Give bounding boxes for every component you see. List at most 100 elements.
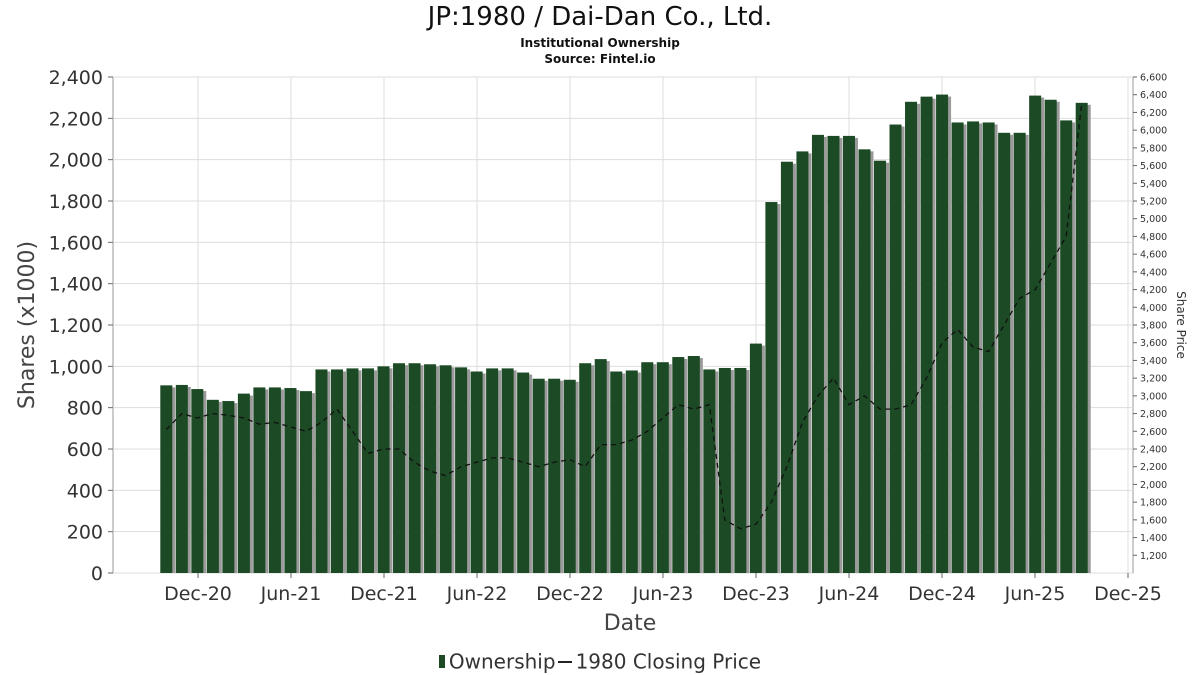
- ownership-bar: [284, 388, 297, 573]
- ownership-bar: [718, 367, 731, 573]
- ownership-bar: [579, 363, 592, 573]
- legend-price-label: 1980 Closing Price: [575, 649, 762, 674]
- ownership-bar: [346, 368, 359, 573]
- ownership-bar: [734, 367, 747, 573]
- chart-source: Source: Fintel.io: [544, 52, 656, 66]
- x-tick-label: Dec-23: [722, 583, 790, 605]
- y2-tick-label: 2,000: [1140, 480, 1167, 491]
- y2-tick-label: 1,800: [1140, 498, 1167, 509]
- y2-tick-label: 5,600: [1140, 161, 1167, 172]
- x-tick-label: Dec-20: [164, 583, 232, 605]
- ownership-bar: [563, 379, 576, 573]
- ownership-bar: [780, 161, 793, 573]
- y2-tick-label: 4,400: [1140, 267, 1167, 278]
- y2-tick-label: 1,600: [1140, 515, 1167, 526]
- y2-tick-label: 6,400: [1140, 90, 1167, 101]
- ownership-bar: [1044, 99, 1057, 573]
- ownership-bar: [424, 364, 437, 573]
- ownership-bar: [299, 391, 312, 573]
- ownership-bar: [811, 134, 824, 573]
- chart-subtitle: Institutional Ownership: [520, 36, 680, 50]
- x-tick-label: Dec-22: [536, 583, 604, 605]
- ownership-bar: [439, 365, 452, 573]
- y2-tick-label: 1,200: [1140, 551, 1167, 562]
- legend-ownership-swatch: [438, 655, 445, 668]
- x-tick-label: Jun-24: [818, 583, 880, 605]
- y2-tick-label: 3,200: [1140, 374, 1167, 385]
- ownership-bar: [455, 367, 468, 573]
- ownership-bar: [703, 369, 716, 573]
- ownership-bar: [936, 94, 949, 574]
- ownership-bar: [315, 369, 328, 573]
- x-axis-title: Date: [604, 611, 657, 636]
- ownership-bar: [1029, 95, 1042, 573]
- ownership-bar: [532, 378, 545, 573]
- ownership-bar: [874, 160, 887, 573]
- ownership-bar: [361, 368, 374, 573]
- y2-tick-label: 6,000: [1140, 126, 1167, 137]
- y-axis-title: Shares (x1000): [15, 241, 40, 409]
- ownership-bar: [501, 368, 514, 573]
- y2-tick-label: 5,200: [1140, 197, 1167, 208]
- ownership-bar: [408, 363, 421, 573]
- ownership-bar: [377, 366, 390, 573]
- y2-tick-label: 2,600: [1140, 427, 1167, 438]
- ownership-bar: [765, 202, 778, 574]
- y2-tick-label: 6,200: [1140, 108, 1167, 119]
- y-tick-label: 1,600: [49, 232, 103, 254]
- y2-tick-label: 3,400: [1140, 356, 1167, 367]
- y-tick-label: 2,400: [49, 67, 103, 89]
- ownership-bar: [206, 399, 219, 573]
- ownership-bar: [160, 385, 173, 573]
- ownership-bar: [889, 124, 902, 574]
- ownership-bar: [625, 370, 638, 573]
- ownership-bar: [687, 356, 700, 573]
- x-tick-label: Dec-24: [908, 583, 976, 605]
- ownership-bar: [672, 357, 685, 573]
- ownership-bar: [222, 401, 235, 573]
- y-tick-label: 0: [91, 563, 103, 585]
- y-tick-label: 600: [67, 439, 103, 461]
- ownership-bar: [1060, 120, 1073, 574]
- ownership-bar: [548, 378, 561, 573]
- y2-tick-label: 6,600: [1140, 73, 1167, 84]
- ownership-bar: [920, 96, 933, 573]
- ownership-bar: [842, 135, 855, 573]
- ownership-bar: [393, 363, 406, 573]
- x-tick-label: Jun-22: [446, 583, 508, 605]
- ownership-chart: 0 200 400 600 800 1,000 1,200 1,400 1,600 1,800 2,…: [15, 67, 1188, 636]
- ownership-bar: [610, 371, 623, 573]
- ownership-bar: [905, 101, 918, 574]
- ownership-bar: [237, 393, 250, 573]
- y-tick-label: 1,000: [49, 356, 103, 378]
- x-tick-label: Dec-25: [1094, 583, 1162, 605]
- y-tick-label: 1,200: [49, 315, 103, 337]
- y2-tick-label: 3,800: [1140, 321, 1167, 332]
- ownership-bar: [951, 122, 964, 573]
- y2-tick-label: 5,400: [1140, 179, 1167, 190]
- ownership-bar: [982, 122, 995, 573]
- x-tick-label: Jun-25: [1004, 583, 1066, 605]
- y2-tick-label: 5,800: [1140, 143, 1167, 154]
- ownership-bar: [253, 387, 266, 573]
- y-tick-label: 400: [67, 480, 103, 502]
- ownership-bar: [858, 149, 871, 574]
- ownership-bar: [656, 362, 669, 573]
- y2-tick-label: 4,200: [1140, 285, 1167, 296]
- ownership-bar: [175, 384, 188, 573]
- x-tick-label: Jun-21: [260, 583, 322, 605]
- y2-tick-label: 1,400: [1140, 533, 1167, 544]
- y-tick-label: 1,400: [49, 274, 103, 296]
- y2-tick-label: 2,800: [1140, 409, 1167, 420]
- ownership-bar: [470, 371, 483, 573]
- ownership-bar: [517, 372, 530, 573]
- y2-tick-label: 4,600: [1140, 250, 1167, 261]
- y2-tick-label: 3,000: [1140, 391, 1167, 402]
- ownership-bar: [330, 369, 343, 573]
- y-tick-label: 2,200: [49, 108, 103, 130]
- ownership-bar: [827, 135, 840, 573]
- y-tick-label: 800: [67, 398, 103, 420]
- x-tick-label: Jun-23: [632, 583, 694, 605]
- ownership-bar: [998, 132, 1011, 574]
- ownership-bar: [268, 387, 281, 573]
